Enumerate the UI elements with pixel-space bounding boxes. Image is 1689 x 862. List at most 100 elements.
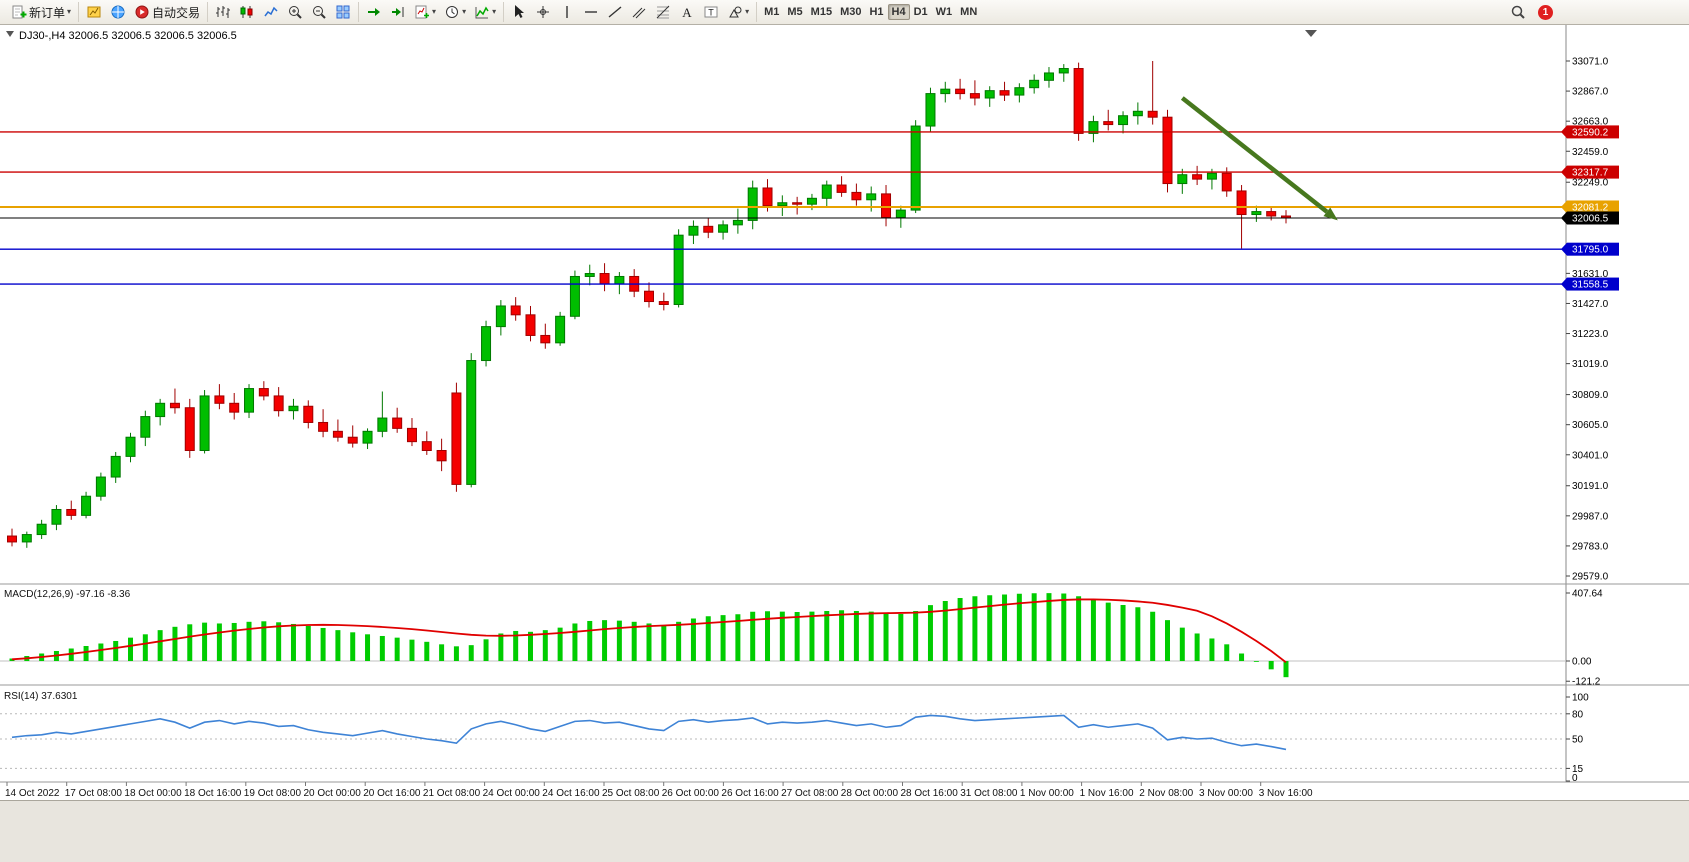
chart-shift-marker-icon[interactable] bbox=[1305, 30, 1317, 37]
candle bbox=[1014, 83, 1025, 103]
tf-mn-button[interactable]: MN bbox=[956, 4, 981, 20]
zoom-in-button[interactable] bbox=[283, 2, 307, 22]
new-order-button[interactable]: 新订单 ▾ bbox=[7, 2, 75, 23]
dropdown-caret-icon: ▾ bbox=[492, 7, 497, 16]
zoom-out-button[interactable] bbox=[307, 2, 331, 22]
candle bbox=[629, 269, 640, 298]
chart-menu-icon[interactable] bbox=[6, 31, 14, 37]
auto-trading-button[interactable]: 自动交易 bbox=[130, 2, 204, 23]
price-axis-tick: 32867.0 bbox=[1572, 87, 1609, 98]
toolbar-groups: 新订单 ▾ 自动交易 ▾ ▾ ▾ A T ▾ M1 M5 M15 M30 H1 H4 D1 W1 MN bbox=[4, 0, 984, 24]
price-tag bbox=[1567, 200, 1619, 214]
price-tag-label: 32317.7 bbox=[1572, 168, 1609, 179]
candle bbox=[777, 195, 788, 217]
vertical-line-button[interactable] bbox=[555, 2, 579, 22]
new-chart-button[interactable]: ▾ bbox=[410, 2, 440, 22]
tf-w1-button-label: W1 bbox=[935, 6, 953, 18]
search-button[interactable] bbox=[1506, 2, 1530, 22]
period-selector-button[interactable]: ▾ bbox=[440, 2, 470, 22]
tf-h1-button-label: H1 bbox=[869, 6, 884, 18]
toolbar-right: 1 bbox=[1506, 2, 1685, 22]
svg-text:T: T bbox=[708, 8, 714, 18]
trend-arrow[interactable] bbox=[1180, 96, 1329, 214]
chart-canvas[interactable]: DJ30-,H4 32006.5 32006.5 32006.5 32006.5… bbox=[0, 25, 1689, 800]
fibonacci-button[interactable] bbox=[651, 2, 675, 22]
time-axis-label: 14 Oct 2022 bbox=[5, 788, 60, 799]
trendline-button[interactable] bbox=[603, 2, 627, 22]
toolbar-group bbox=[208, 2, 360, 22]
candle bbox=[421, 431, 432, 455]
tf-h1-button[interactable]: H1 bbox=[865, 4, 887, 20]
price-tag-pointer bbox=[1561, 211, 1567, 225]
candle bbox=[125, 432, 136, 463]
candle bbox=[569, 270, 580, 320]
macd-label: MACD(12,26,9) -97.16 -8.36 bbox=[4, 589, 131, 600]
candle bbox=[318, 409, 329, 438]
rsi-axis-tick: 0 bbox=[1572, 773, 1578, 784]
candle bbox=[1177, 168, 1188, 194]
candle bbox=[1281, 210, 1291, 224]
crosshair-button[interactable] bbox=[531, 2, 555, 22]
time-axis-label: 21 Oct 08:00 bbox=[423, 788, 481, 799]
candle bbox=[895, 205, 906, 228]
tf-m30-button[interactable]: M30 bbox=[836, 4, 865, 20]
time-axis-label: 3 Nov 00:00 bbox=[1199, 788, 1253, 799]
candle bbox=[95, 472, 106, 501]
line-chart-button[interactable] bbox=[259, 2, 283, 22]
toolbar-group: M1 M5 M15 M30 H1 H4 D1 W1 MN bbox=[757, 2, 984, 22]
auto-trading-button-label: 自动交易 bbox=[152, 5, 201, 20]
chart-window: DJ30-,H4 32006.5 32006.5 32006.5 32006.5… bbox=[0, 25, 1689, 800]
notification-badge[interactable]: 1 bbox=[1538, 4, 1553, 20]
auto-scroll-button[interactable] bbox=[362, 2, 386, 22]
tf-m1-button[interactable]: M1 bbox=[760, 4, 783, 20]
candle bbox=[688, 220, 699, 245]
tile-windows-button[interactable] bbox=[331, 2, 355, 22]
horizontal-line-button[interactable] bbox=[579, 2, 603, 22]
candle bbox=[1251, 205, 1262, 222]
price-axis-tick: 30605.0 bbox=[1572, 420, 1609, 431]
time-axis[interactable]: 14 Oct 2022 17 Oct 08:00 18 Oct 00:00 18 Oc… bbox=[5, 782, 1313, 799]
candle bbox=[910, 120, 921, 214]
arrows-button[interactable]: ▾ bbox=[723, 2, 753, 22]
candle bbox=[66, 500, 77, 520]
tf-d1-button[interactable]: D1 bbox=[910, 4, 932, 20]
candle bbox=[377, 391, 388, 438]
chart-shift-icon bbox=[390, 4, 406, 20]
text-button[interactable]: A bbox=[675, 2, 699, 22]
candle bbox=[1103, 109, 1114, 131]
price-tag-label: 32006.5 bbox=[1572, 213, 1609, 224]
chart-shift-button[interactable] bbox=[386, 2, 410, 22]
candle bbox=[36, 519, 47, 539]
rsi-axis-tick: 15 bbox=[1572, 764, 1584, 775]
candle bbox=[21, 531, 32, 548]
candlestick-button[interactable] bbox=[235, 2, 259, 22]
dropdown-caret-icon: ▾ bbox=[432, 7, 437, 16]
bar-chart-button[interactable] bbox=[211, 2, 235, 22]
price-axis-tick: 29783.0 bbox=[1572, 541, 1609, 552]
price-tag-label: 32081.2 bbox=[1572, 202, 1609, 213]
price-axis[interactable]: 33071.0 32867.0 32663.0 32459.0 32249.0 31631… bbox=[0, 25, 1689, 783]
time-axis-label: 3 Nov 16:00 bbox=[1259, 788, 1313, 799]
price-axis-tick: 32663.0 bbox=[1572, 117, 1609, 128]
time-axis-label: 24 Oct 16:00 bbox=[542, 788, 600, 799]
bars-icon bbox=[215, 4, 231, 20]
charts-button[interactable] bbox=[82, 2, 106, 22]
label-icon: T bbox=[703, 4, 719, 20]
cursor-button[interactable] bbox=[507, 2, 531, 22]
price-tag bbox=[1567, 125, 1619, 139]
tf-h4-button[interactable]: H4 bbox=[887, 4, 910, 20]
fibo-icon bbox=[655, 4, 671, 20]
indicators-button[interactable]: ▾ bbox=[470, 2, 500, 22]
label-button[interactable]: T bbox=[699, 2, 723, 22]
tf-w1-button[interactable]: W1 bbox=[932, 4, 957, 20]
dropdown-caret-icon: ▾ bbox=[462, 7, 467, 16]
channel-button[interactable] bbox=[627, 2, 651, 22]
tf-m5-button[interactable]: M5 bbox=[783, 4, 806, 20]
candle bbox=[229, 392, 240, 420]
candle bbox=[258, 381, 269, 401]
tf-m15-button[interactable]: M15 bbox=[807, 4, 836, 20]
profile-button[interactable] bbox=[106, 2, 130, 22]
candle bbox=[1088, 115, 1099, 143]
candle bbox=[481, 320, 492, 367]
